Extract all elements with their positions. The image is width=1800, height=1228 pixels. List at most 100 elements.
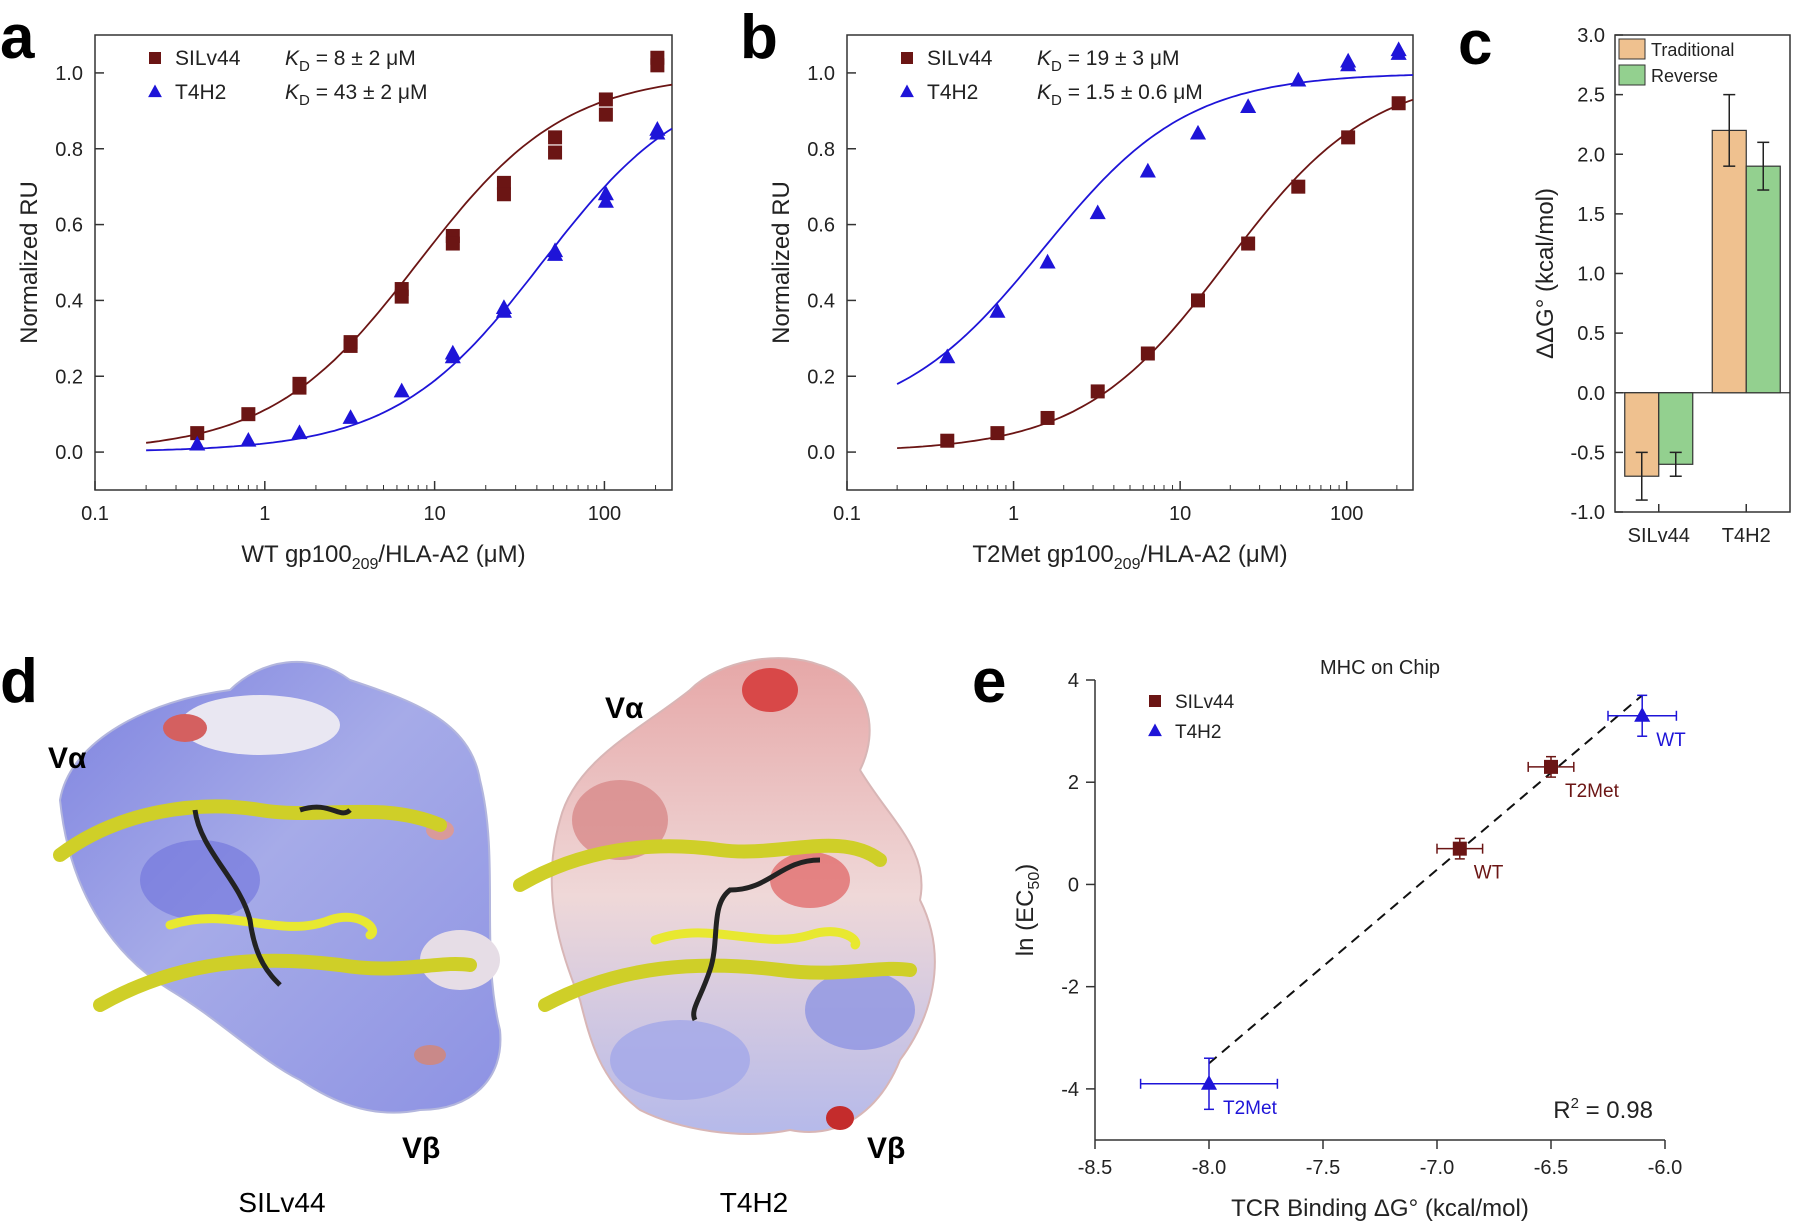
data-point-t4h2 [989,303,1006,318]
data-point-silv44 [1544,759,1558,774]
x-tick-label: -7.0 [1420,1157,1454,1179]
data-point-silv44 [1090,384,1105,399]
x-tick-label: 100 [1330,503,1363,525]
data-point-silv44 [292,380,307,395]
legend-marker-silv44 [149,52,161,64]
data-point-silv44 [241,407,256,422]
x-tick-label: SILv44 [1628,525,1690,547]
legend-label-silv44: SILv44 [927,47,993,70]
data-point-silv44 [598,92,613,107]
y-tick-label: 0 [1068,874,1079,896]
y-tick-label: 1.0 [55,63,83,85]
data-point-silv44 [1291,179,1306,194]
legend-label-t4h2: T4H2 [927,81,978,104]
t4h2-valpha-label: Vα [605,692,644,725]
y-tick-label: 0.0 [1577,383,1605,405]
legend-label-traditional: Traditional [1651,40,1734,60]
structure-name-silv44: SILv44 [238,1187,325,1218]
y-tick-label: -4 [1061,1079,1079,1101]
data-point-t4h2 [444,348,461,364]
legend-kd-t4h2: KD = 1.5 ± 0.6 μM [1037,81,1203,109]
data-point-t4h2 [495,303,512,318]
t4h2-vbeta-label: Vβ [867,1132,905,1165]
y-tick-label: 1.5 [1577,204,1605,226]
x-tick-label: T4H2 [1722,525,1771,547]
data-point-t4h2 [1340,56,1357,72]
y-tick-label: 0.4 [807,290,835,312]
data-point-silv44 [1040,410,1055,425]
bar-reverse [1745,165,1781,394]
legend-label-silv44: SILv44 [175,47,241,70]
y-axis-label: ΔΔG° (kcal/mol) [1532,188,1559,359]
structure-t4h2-image [513,657,936,1135]
data-point-t4h2 [939,348,956,364]
legend-swatch-traditional [1618,38,1646,60]
y-tick-label: -2 [1061,977,1079,999]
x-tick-label: -6.5 [1534,1157,1568,1179]
data-point-t4h2 [597,193,614,208]
y-tick-label: 0.8 [55,139,83,161]
legend-marker-silv44 [1149,695,1161,707]
point-label: T2Met [1565,781,1620,802]
chart-panel-a: 0.1 1 10 100 0.0 0.2 0.4 0.6 0.8 1.0 WT gp100209/H… [16,34,673,573]
data-point-t4h2 [1039,253,1056,269]
legend-marker-t4h2 [900,84,914,98]
y-tick-label: 1.0 [807,63,835,85]
legend-kd-silv44: KD = 19 ± 3 μM [1037,47,1179,75]
legend-marker-t4h2 [148,84,162,98]
x-tick-label: 100 [588,503,621,525]
data-point-silv44 [548,130,563,145]
data-point-t4h2 [342,409,359,424]
data-point-silv44 [445,236,460,251]
x-tick-label: 10 [1169,503,1191,525]
data-point-silv44 [190,426,205,441]
y-tick-label: -0.5 [1571,442,1605,464]
data-point-silv44 [990,426,1005,441]
x-tick-label: -7.5 [1306,1157,1340,1179]
x-tick-label: 1 [259,503,270,525]
panel-letter-a: a [0,3,35,72]
data-point-t4h2 [240,431,257,447]
data-point-silv44 [1341,130,1356,145]
data-point-t4h2 [1290,71,1307,87]
x-tick-label: -8.5 [1078,1157,1112,1179]
data-point-t4h2 [547,246,564,261]
data-point-silv44 [394,289,409,304]
y-axis-label: Normalized RU [768,181,795,344]
data-point-t4h2 [1189,124,1207,140]
y-tick-label: 0.4 [55,290,83,312]
point-label: T2Met [1223,1098,1278,1119]
x-tick-label: 1 [1008,503,1019,525]
data-point-silv44 [496,187,511,202]
legend-marker-silv44 [901,52,913,64]
structure-name-t4h2: T4H2 [720,1187,788,1218]
chart-panel-b: 0.1 1 10 100 0.0 0.2 0.4 0.6 0.8 1.0 T2Met gp10020… [768,34,1414,573]
y-tick-label: 0.6 [55,215,83,237]
panel-letter-d: d [0,647,38,716]
x-axis-label: TCR Binding ΔG° (kcal/mol) [1231,1195,1529,1222]
y-tick-label: 0.0 [807,442,835,464]
data-point-silv44 [650,58,665,73]
point-label: WT [1474,863,1504,884]
y-axis-label: Normalized RU [16,181,43,344]
data-point-silv44 [496,175,511,190]
data-point-t4h2 [291,424,308,440]
silv44-valpha-label: Vα [48,742,87,775]
legend-kd-t4h2: KD = 43 ± 2 μM [285,81,427,109]
y-tick-label: 0.6 [807,215,835,237]
data-point-silv44 [548,145,563,160]
fit-line [1208,694,1643,1065]
fit-curve-t4h2 [146,127,673,452]
x-tick-label: 10 [423,503,445,525]
legend-marker-t4h2 [1148,723,1162,737]
chart-panel-c: -1.0 -0.5 0.0 0.5 1.0 1.5 2.0 2.5 3.0 ΔΔG° (kcal/… [1532,25,1791,547]
silv44-vbeta-label: Vβ [402,1132,440,1165]
data-point-t4h2 [189,435,206,451]
data-point-t4h2 [393,382,410,398]
data-point-silv44 [598,107,613,122]
y-tick-label: 4 [1068,670,1079,692]
x-axis-label: T2Met gp100209/HLA-A2 (μM) [972,541,1287,573]
x-tick-label: 0.1 [833,503,861,525]
y-tick-label: 2.0 [1577,144,1605,166]
legend-kd-silv44: KD = 8 ± 2 μM [285,47,416,75]
